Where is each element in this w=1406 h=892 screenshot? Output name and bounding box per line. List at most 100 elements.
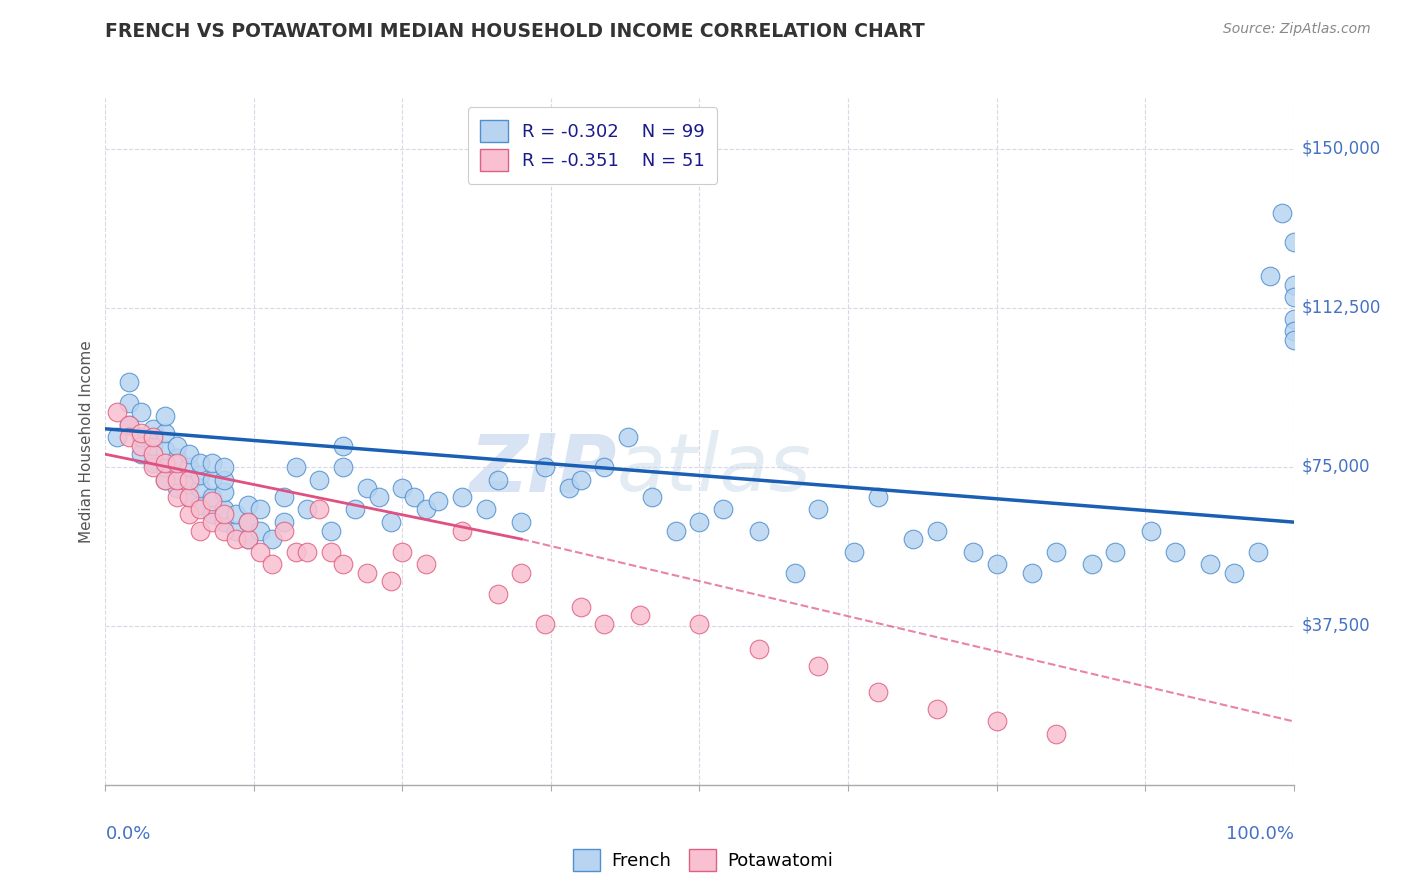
Point [297, 545, 319, 559]
Point [593, 460, 616, 475]
Point [903, 532, 925, 546]
Point [166, 451, 188, 466]
Point [391, 545, 413, 559]
Point [1199, 558, 1222, 572]
Point [1140, 524, 1163, 538]
Point [201, 473, 224, 487]
Point [380, 574, 402, 589]
Point [332, 558, 354, 572]
Point [190, 481, 212, 495]
Point [986, 558, 1008, 572]
Text: 0.0%: 0.0% [105, 825, 150, 843]
Point [177, 490, 200, 504]
Point [105, 430, 128, 444]
Point [177, 507, 200, 521]
Point [214, 515, 236, 529]
Point [142, 460, 165, 475]
Point [807, 659, 830, 673]
Point [641, 490, 664, 504]
Point [177, 460, 200, 475]
Point [308, 502, 330, 516]
Point [1080, 558, 1102, 572]
Point [177, 477, 200, 491]
Point [166, 468, 188, 483]
Point [118, 417, 141, 432]
Point [665, 524, 688, 538]
Point [166, 490, 188, 504]
Point [356, 566, 378, 580]
Point [236, 498, 259, 512]
Text: $112,500: $112,500 [1302, 299, 1381, 317]
Text: $37,500: $37,500 [1302, 617, 1371, 635]
Point [569, 473, 592, 487]
Point [142, 422, 165, 436]
Point [356, 481, 378, 495]
Point [153, 409, 176, 423]
Point [332, 460, 354, 475]
Point [486, 587, 509, 601]
Point [190, 468, 212, 483]
Point [534, 460, 557, 475]
Point [236, 532, 259, 546]
Point [321, 545, 343, 559]
Point [415, 558, 437, 572]
Point [689, 616, 711, 631]
Point [842, 545, 865, 559]
Legend: R = -0.302    N = 99, R = -0.351    N = 51: R = -0.302 N = 99, R = -0.351 N = 51 [468, 107, 717, 184]
Point [214, 460, 236, 475]
Point [415, 502, 437, 516]
Point [617, 430, 640, 444]
Point [201, 494, 224, 508]
Point [486, 473, 509, 487]
Point [1282, 290, 1305, 304]
Point [190, 456, 212, 470]
Point [142, 430, 165, 444]
Point [153, 473, 176, 487]
Legend: French, Potawatomi: French, Potawatomi [567, 842, 839, 879]
Point [748, 642, 770, 657]
Point [153, 456, 176, 470]
Point [201, 456, 224, 470]
Point [284, 545, 307, 559]
Point [153, 425, 176, 440]
Point [166, 473, 188, 487]
Point [1282, 333, 1305, 347]
Point [1282, 311, 1305, 326]
Point [153, 443, 176, 458]
Point [273, 490, 295, 504]
Point [249, 545, 271, 559]
Point [510, 566, 533, 580]
Point [214, 485, 236, 500]
Point [118, 396, 141, 410]
Point [1045, 545, 1067, 559]
Point [129, 405, 152, 419]
Point [1271, 205, 1294, 219]
Point [332, 439, 354, 453]
Text: Source: ZipAtlas.com: Source: ZipAtlas.com [1223, 22, 1371, 37]
Point [450, 490, 472, 504]
Point [236, 515, 259, 529]
Point [450, 524, 472, 538]
Point [214, 473, 236, 487]
Point [177, 490, 200, 504]
Point [166, 481, 188, 495]
Point [1258, 269, 1281, 284]
Point [153, 460, 176, 475]
Point [260, 532, 283, 546]
Point [225, 532, 247, 546]
Point [201, 507, 224, 521]
Point [142, 456, 165, 470]
Point [273, 524, 295, 538]
Point [166, 439, 188, 453]
Point [190, 524, 212, 538]
Point [118, 430, 141, 444]
Point [190, 498, 212, 512]
Text: 100.0%: 100.0% [1226, 825, 1294, 843]
Point [391, 481, 413, 495]
Point [201, 515, 224, 529]
Point [214, 502, 236, 516]
Point [593, 616, 616, 631]
Point [474, 502, 496, 516]
Point [308, 473, 330, 487]
Point [105, 405, 128, 419]
